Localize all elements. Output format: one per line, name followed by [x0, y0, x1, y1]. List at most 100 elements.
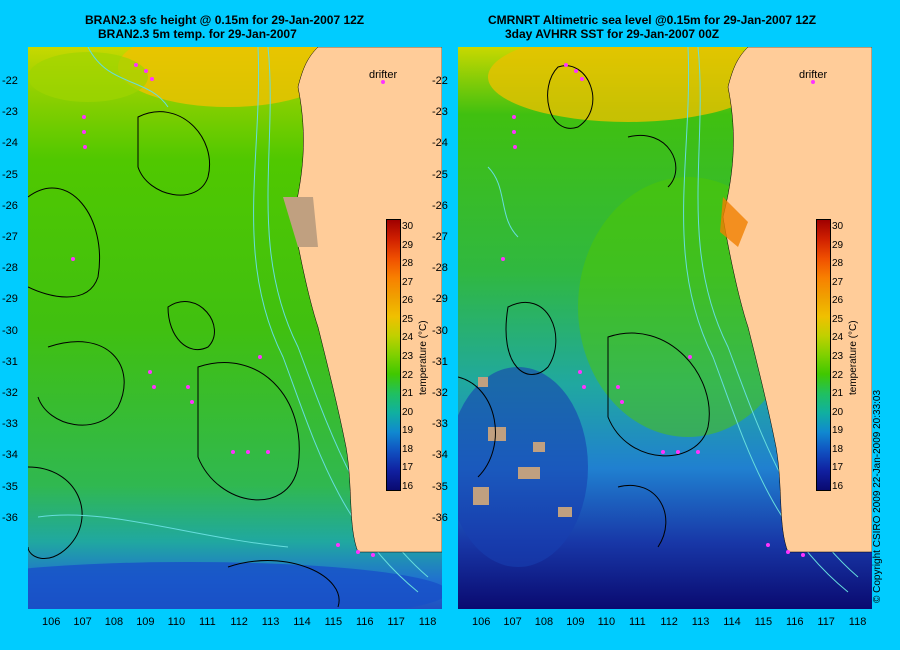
- left-lat-tick-label: -26: [2, 199, 18, 212]
- right-contours: [458, 65, 710, 548]
- left-colorbar-tick: 27: [402, 276, 414, 288]
- right-lat-tick-label: -22: [432, 75, 448, 87]
- right-colorbar-tick: 17: [832, 462, 844, 474]
- right-colorbar-tick: 27: [832, 276, 844, 288]
- left-colorbar-tick: 26: [402, 295, 414, 307]
- left-colorbar: [386, 219, 401, 491]
- left-lat-tick-label: -32: [2, 387, 18, 399]
- right-coastal-warm: [720, 197, 748, 247]
- right-colorbar-tick: 29: [832, 239, 844, 251]
- right-lat-tick-label: -34: [432, 449, 448, 462]
- left-lon-tick-label: 114: [293, 616, 311, 628]
- left-lon-tick-label: 109: [136, 616, 155, 628]
- left-map-panel: [28, 47, 442, 609]
- left-lon-tick-label: 115: [324, 616, 343, 628]
- right-lat-tick-label: -24: [432, 137, 448, 150]
- left-map-title-line1: BRAN2.3 sfc height @ 0.15m for 29-Jan-20…: [85, 13, 365, 27]
- left-map-title-line2: BRAN2.3 5m temp. for 29-Jan-2007: [98, 27, 297, 41]
- right-lon-tick-label: 111: [629, 616, 646, 628]
- left-lon-tick-label: 113: [261, 616, 280, 628]
- right-colorbar-tick: 30: [832, 221, 844, 232]
- left-colorbar-tick: 16: [402, 481, 414, 492]
- left-lon-tick-label: 116: [356, 616, 374, 628]
- right-colorbar-tick: 20: [832, 406, 844, 418]
- right-lon-tick-label: 113: [691, 616, 710, 628]
- right-missing-patches: [473, 377, 572, 517]
- right-lon-tick-label: 118: [848, 616, 867, 628]
- right-lat-tick-label: -28: [432, 262, 448, 275]
- right-lon-tick-label: 110: [597, 616, 616, 628]
- left-map-svg: [28, 47, 442, 609]
- right-lat-tick-label: -23: [432, 106, 448, 119]
- left-lon-tick-label: 118: [418, 616, 437, 628]
- left-colorbar-tick: 18: [402, 443, 414, 455]
- left-colorbar-tick: 25: [402, 313, 414, 325]
- left-lat-tick-label: -27: [2, 231, 18, 243]
- left-lat-tick-label: -36: [2, 511, 18, 524]
- left-lat-tick-label: -28: [2, 262, 18, 275]
- right-colorbar-tick: 16: [832, 481, 844, 492]
- right-map-panel: [458, 47, 872, 609]
- right-lat-tick-label: -35: [432, 480, 448, 493]
- left-lon-tick-label: 107: [73, 616, 92, 628]
- right-map-title-line2: 3day AVHRR SST for 29-Jan-2007 00Z: [505, 27, 720, 41]
- left-lon-tick-label: 117: [387, 616, 405, 628]
- right-lon-tick-label: 108: [534, 616, 554, 628]
- left-colorbar-tick: 28: [402, 258, 414, 270]
- left-colorbar-tick: 19: [402, 425, 414, 437]
- right-colorbar-tick: 26: [832, 295, 844, 307]
- left-lon-tick-label: 106: [42, 616, 61, 628]
- left-colorbar-tick: 30: [402, 221, 414, 232]
- right-warm-patch: [488, 47, 768, 122]
- right-lon-tick-label: 115: [754, 616, 773, 628]
- right-lat-tick-label: -25: [432, 168, 448, 181]
- right-lon-tick-label: 117: [817, 616, 835, 628]
- left-colorbar-tick: 21: [402, 388, 414, 400]
- left-lat-tick-label: -23: [2, 106, 18, 119]
- left-warm-patch-2: [28, 52, 148, 102]
- left-warm-patch: [118, 47, 338, 107]
- right-lon-tick-label: 109: [566, 616, 585, 628]
- right-lat-tick-label: -26: [432, 199, 448, 212]
- left-missing-patch: [283, 197, 318, 247]
- left-lat-tick-label: -34: [2, 449, 18, 462]
- right-colorbar: [816, 219, 831, 491]
- left-drifter-label: drifter: [369, 69, 398, 81]
- left-colorbar-tick: 24: [402, 332, 414, 344]
- right-colorbar-tick: 21: [832, 388, 844, 400]
- left-lat-tick-label: -22: [2, 75, 18, 87]
- left-colorbar-tick: 23: [402, 351, 414, 362]
- right-colorbar-tick: 28: [832, 258, 844, 270]
- copyright-notice: © Copyright CSIRO 2009 22-Jan-2009 20:33…: [872, 389, 883, 603]
- left-lat-tick-label: -30: [2, 324, 18, 337]
- left-lat-tick-label: -35: [2, 480, 18, 493]
- right-lon-tick-label: 106: [472, 616, 491, 628]
- right-lat-tick-label: -32: [432, 387, 448, 399]
- right-colorbar-tick: 23: [832, 351, 844, 362]
- right-lat-tick-label: -36: [432, 511, 448, 524]
- left-colorbar-tick: 17: [402, 462, 414, 474]
- right-land: [722, 47, 872, 553]
- left-lat-tick-label: -25: [2, 168, 18, 181]
- right-lat-tick-label: -29: [432, 293, 448, 306]
- left-drifter-markers: [71, 63, 385, 557]
- left-lon-tick-label: 112: [230, 616, 248, 628]
- left-colorbar-tick: 29: [402, 239, 414, 251]
- right-map-svg: [458, 47, 872, 609]
- left-lat-tick-label: -33: [2, 418, 18, 431]
- right-colorbar-tick: 24: [832, 332, 844, 344]
- right-map-title-line1: CMRNRT Altimetric sea level @0.15m for 2…: [488, 13, 817, 27]
- left-contours: [28, 111, 340, 608]
- left-lon-tick-label: 110: [167, 616, 186, 628]
- left-lat-tick-label: -31: [2, 355, 18, 368]
- right-colorbar-tick: 25: [832, 313, 844, 325]
- right-colorbar-tick: 22: [832, 369, 844, 381]
- right-lat-tick-label: -33: [432, 418, 448, 431]
- left-land: [292, 47, 442, 553]
- right-lon-tick-label: 116: [786, 616, 804, 628]
- right-lat-tick-label: -30: [432, 324, 448, 337]
- right-lon-tick-label: 112: [660, 616, 678, 628]
- left-lat-tick-label: -29: [2, 293, 18, 306]
- left-lon-tick-label: 108: [104, 616, 124, 628]
- right-colorbar-label: temperature (°C): [848, 320, 859, 395]
